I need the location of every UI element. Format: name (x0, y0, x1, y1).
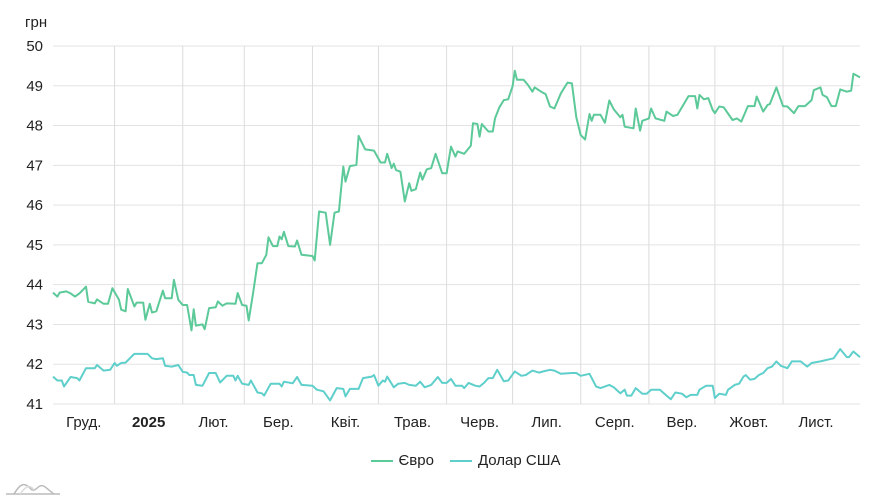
legend-item-euro[interactable]: Євро (331, 452, 434, 469)
x-tick-label: 2025 (132, 414, 165, 431)
legend-swatch-usd (449, 459, 472, 462)
x-tick-label: Трав. (394, 414, 431, 431)
x-tick-label: Квіт. (331, 414, 360, 431)
y-tick-label: 46 (26, 197, 43, 214)
x-tick-label: Лют. (198, 414, 228, 431)
series-line-usd (52, 348, 861, 402)
x-axis: Груд. 2025 Лют. Бер. Квіт. Трав. Черв. Лип. Серп… (66, 414, 833, 431)
y-tick-label: 47 (26, 157, 43, 174)
legend: Євро Долар США (0, 452, 891, 469)
y-tick-label: 42 (26, 356, 43, 373)
series-line-euro (52, 69, 861, 332)
y-axis-label: грн (25, 14, 47, 31)
x-tick-label: Лист. (798, 414, 833, 431)
legend-label-euro: Євро (398, 452, 434, 469)
x-tick-label: Лип. (531, 414, 562, 431)
y-tick-label: 45 (26, 237, 43, 254)
y-tick-label: 48 (26, 118, 43, 135)
grid (53, 45, 860, 405)
y-axis: 41 42 43 44 45 46 47 48 49 50 (26, 38, 43, 413)
y-tick-label: 50 (26, 38, 43, 55)
series-lines (52, 69, 861, 402)
legend-swatch-euro (370, 459, 393, 462)
logo-icon (6, 483, 60, 495)
line-chart: 41 42 43 44 45 46 47 48 49 50 Груд. 2025 Лют. Бер. Кв… (25, 14, 861, 431)
x-tick-label: Бер. (263, 414, 294, 431)
y-tick-label: 43 (26, 316, 43, 333)
x-tick-label: Серп. (595, 414, 635, 431)
y-tick-label: 41 (26, 396, 43, 413)
x-tick-label: Вер. (666, 414, 697, 431)
x-tick-label: Черв. (460, 414, 499, 431)
y-tick-label: 49 (26, 78, 43, 95)
legend-item-usd[interactable]: Долар США (449, 452, 561, 469)
y-tick-label: 44 (26, 277, 43, 294)
x-tick-label: Груд. (66, 414, 101, 431)
legend-label-usd: Долар США (477, 452, 561, 469)
x-tick-label: Жовт. (729, 414, 768, 431)
